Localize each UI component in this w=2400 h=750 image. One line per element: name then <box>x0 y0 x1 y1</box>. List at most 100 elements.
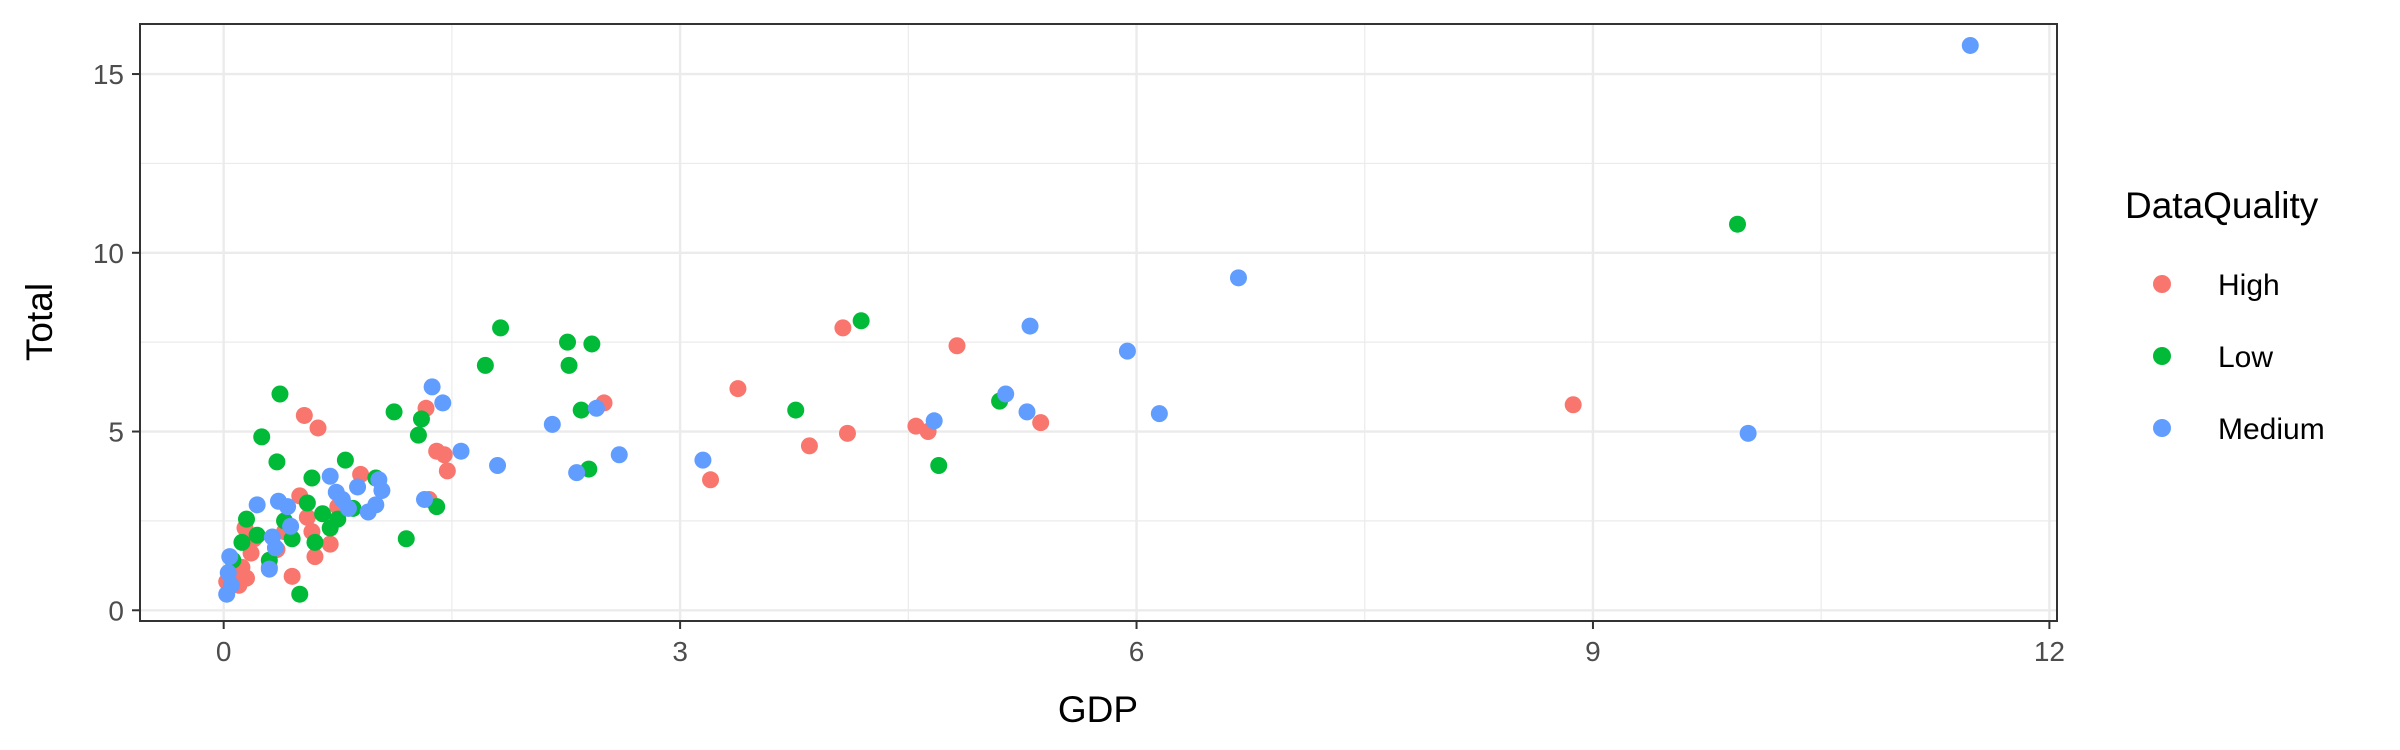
data-point-medium <box>1961 36 1979 54</box>
data-point-low <box>787 401 805 419</box>
legend-key-medium <box>2153 419 2171 437</box>
data-point-high <box>729 380 747 398</box>
data-point-medium <box>1150 405 1168 423</box>
data-point-high <box>298 508 316 526</box>
series-medium <box>218 36 1979 603</box>
data-point-medium <box>248 496 266 514</box>
legend-key-high <box>2153 275 2171 293</box>
data-point-high <box>238 569 255 587</box>
data-point-low <box>306 533 324 551</box>
y-tick-label: 10 <box>93 238 124 269</box>
data-point-medium <box>423 378 441 396</box>
data-point-low <box>492 319 510 337</box>
data-point-medium <box>543 415 561 433</box>
legend-item-high: High <box>2153 269 2280 302</box>
legend-item-low: Low <box>2153 341 2273 374</box>
y-axis-title: Total <box>19 283 60 361</box>
data-point-low <box>283 530 301 548</box>
x-tick-label: 0 <box>216 636 232 667</box>
data-point-low <box>291 585 309 603</box>
data-point-high <box>295 406 313 424</box>
data-point-medium <box>610 446 628 464</box>
legend-item-medium: Medium <box>2153 413 2325 446</box>
legend-title: DataQuality <box>2125 185 2319 226</box>
data-point-medium <box>489 456 507 474</box>
data-point-medium <box>1118 342 1136 360</box>
data-point-medium <box>1229 269 1247 287</box>
data-point-medium <box>367 496 385 514</box>
data-point-high <box>438 462 456 480</box>
data-point-low <box>1729 215 1746 233</box>
data-point-low <box>560 356 578 374</box>
data-point-high <box>1032 414 1050 432</box>
legend-items: High Low Medium <box>2153 269 2325 446</box>
data-point-medium <box>1018 403 1036 421</box>
panel-border <box>139 23 2058 622</box>
data-point-medium <box>349 478 367 496</box>
data-point-high <box>309 419 327 437</box>
data-point-medium <box>279 498 297 516</box>
data-point-low <box>397 530 415 548</box>
axes: 0 3 6 9 12 0 5 10 15 <box>93 59 2065 667</box>
data-point-medium <box>925 412 943 430</box>
x-tick-label: 3 <box>672 636 688 667</box>
data-point-high <box>283 567 301 585</box>
data-point-high <box>838 424 856 442</box>
data-point-low <box>583 335 601 353</box>
data-point-high <box>1564 396 1582 414</box>
data-point-low <box>248 526 266 544</box>
data-point-low <box>559 333 577 351</box>
data-point-low <box>298 494 316 512</box>
data-point-high <box>435 446 453 464</box>
data-point-high <box>306 548 324 566</box>
grid <box>140 24 2057 621</box>
data-point-medium <box>1021 317 1039 335</box>
data-point-medium <box>434 394 452 412</box>
data-point-low <box>476 356 494 374</box>
data-point-low <box>238 510 255 528</box>
data-point-medium <box>997 385 1015 403</box>
data-point-low <box>572 401 590 419</box>
data-point-medium <box>266 539 284 557</box>
data-point-low <box>329 510 347 528</box>
data-point-low <box>852 312 870 330</box>
y-tick-label: 0 <box>108 595 124 626</box>
data-point-medium <box>587 399 605 417</box>
data-point-medium <box>1739 424 1757 442</box>
x-tick-label: 9 <box>1585 636 1601 667</box>
x-axis-title: GDP <box>1058 689 1138 730</box>
legend-label-medium: Medium <box>2218 413 2325 446</box>
series-low <box>224 215 1746 603</box>
data-point-low <box>233 533 251 551</box>
data-point-medium <box>222 576 240 594</box>
x-tick-label: 12 <box>2034 636 2065 667</box>
data-point-medium <box>416 490 434 508</box>
data-point-medium <box>452 442 470 460</box>
data-point-high <box>948 337 966 355</box>
data-point-medium <box>373 482 391 500</box>
data-point-low <box>314 505 332 523</box>
data-point-medium <box>694 451 712 469</box>
data-point-low <box>303 469 321 487</box>
data-point-medium <box>260 560 278 578</box>
data-point-low <box>385 403 403 421</box>
y-tick-label: 15 <box>93 59 124 90</box>
data-point-medium <box>282 517 300 535</box>
data-point-low <box>409 426 427 444</box>
data-point-low <box>336 451 354 469</box>
data-point-high <box>834 319 852 337</box>
legend-label-high: High <box>2218 269 2280 302</box>
data-points <box>218 36 1979 603</box>
data-point-high <box>702 471 720 489</box>
data-point-low <box>268 453 286 471</box>
data-point-low <box>271 385 289 403</box>
legend-label-low: Low <box>2218 341 2273 374</box>
data-point-low <box>930 456 948 474</box>
data-point-low <box>412 410 430 428</box>
data-point-medium <box>568 464 586 482</box>
data-point-medium <box>321 467 339 485</box>
data-point-low <box>253 428 271 446</box>
